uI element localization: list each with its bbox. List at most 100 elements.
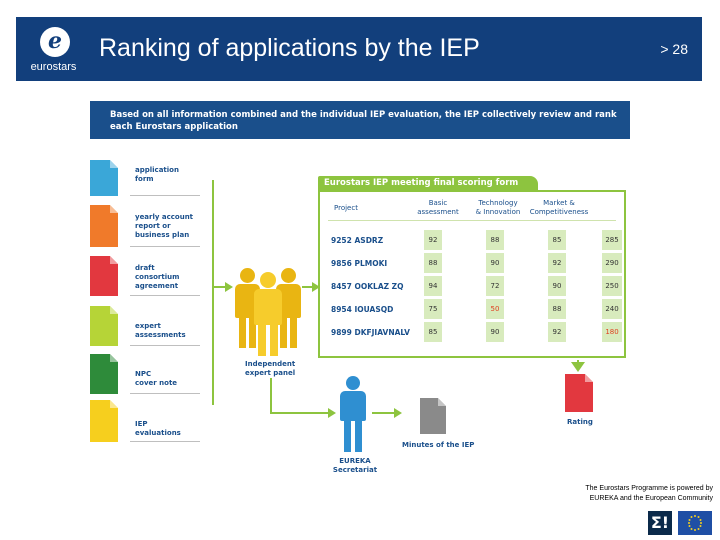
footer-line-1: The Eurostars Programme is powered by [585, 485, 713, 492]
arrow-right-icon [372, 408, 402, 418]
doc-label-2: cover note [135, 379, 178, 387]
expert-label-2: expert panel [245, 369, 296, 377]
divider [328, 220, 616, 221]
divider [130, 393, 200, 394]
doc-label-1: NPC [135, 370, 152, 378]
arrow-down-icon [571, 362, 585, 372]
eureka-logo: Σ! [648, 511, 672, 535]
score-basic: 88 [424, 253, 442, 273]
doc-label-2: evaluations [135, 429, 181, 437]
doc-label-1: draft [135, 264, 155, 272]
doc-label-2: form [135, 175, 154, 183]
score-tech: 88 [486, 230, 504, 250]
secretariat-label: EUREKA Secretariat [330, 457, 380, 475]
minutes-document-icon [420, 398, 446, 434]
score-market: 88 [548, 299, 566, 319]
doc-npc-cover-note: NPC cover note [90, 354, 200, 394]
secretariat-label-2: Secretariat [332, 466, 378, 474]
score-tech: 72 [486, 276, 504, 296]
logo-text: eurostars [30, 61, 77, 73]
doc-label-3: business plan [135, 231, 190, 239]
project-name: 9899 DKFJIAVNALV [331, 328, 410, 337]
score-total: 285 [602, 230, 622, 250]
table-row: 8457 OOKLAZ ZQ 94 72 90 250 [328, 276, 622, 298]
score-tech: 90 [486, 253, 504, 273]
secretariat-label-1: EUREKA [339, 457, 371, 465]
slide-title: Ranking of applications by the IEP [99, 34, 480, 62]
col-basic: Basic assessment [417, 199, 459, 216]
score-tech: 90 [486, 322, 504, 342]
doc-label-2: consortium [135, 273, 180, 281]
score-market: 92 [548, 253, 566, 273]
document-icon [90, 306, 118, 346]
score-market: 92 [548, 322, 566, 342]
doc-label-1: yearly account [135, 213, 194, 221]
arrow-right-icon [213, 282, 233, 292]
col-technology: Technology & Innovation [475, 199, 521, 216]
divider [130, 345, 200, 346]
expert-panel-icon [232, 268, 304, 356]
score-basic: 85 [424, 322, 442, 342]
document-icon [90, 354, 118, 394]
doc-consortium-agreement: draft consortium agreement [90, 256, 200, 296]
table-row: 9252 ASDRZ 92 88 85 285 [328, 230, 622, 252]
score-basic: 94 [424, 276, 442, 296]
score-total: 180 [602, 322, 622, 342]
scoring-form: Project Basic assessment Technology & Inno… [318, 190, 626, 358]
arrow-right-icon [302, 282, 320, 292]
col-project: Project [334, 204, 358, 212]
minutes-label: Minutes of the IEP [402, 441, 475, 449]
expert-label-1: Independent [245, 360, 296, 368]
doc-label-1: expert [135, 322, 161, 330]
scoring-form-title: Eurostars IEP meeting final scoring form [318, 176, 538, 190]
eurostars-logo: e eurostars [16, 17, 91, 81]
score-market: 90 [548, 276, 566, 296]
score-basic: 92 [424, 230, 442, 250]
intro-line-2: each Eurostars application [110, 122, 238, 132]
project-name: 9252 ASDRZ [331, 236, 384, 245]
divider [130, 195, 200, 196]
eurostars-e-icon: e [40, 27, 70, 57]
doc-yearly-account: yearly account report or business plan [90, 205, 200, 247]
page-number: > 28 [660, 41, 688, 57]
table-row: 9856 PLMOKI 88 90 92 290 [328, 253, 622, 275]
doc-application-form: application form [90, 160, 200, 196]
divider [130, 246, 200, 247]
document-icon [90, 256, 118, 296]
connector-line [212, 180, 214, 405]
project-name: 8954 IOUASQD [331, 305, 394, 314]
intro-banner: Based on all information combined and th… [90, 101, 630, 139]
doc-label-3: agreement [135, 282, 179, 290]
rating-label: Rating [567, 418, 593, 426]
doc-iep-evaluations: IEP evaluations [90, 400, 200, 442]
project-name: 8457 OOKLAZ ZQ [331, 282, 404, 291]
doc-expert-assessments: expert assessments [90, 306, 200, 346]
doc-label-1: application [135, 166, 179, 174]
document-icon [90, 400, 118, 442]
rating-document-icon [565, 374, 593, 412]
document-icon [90, 205, 118, 247]
secretariat-person-icon [336, 376, 370, 452]
score-basic: 75 [424, 299, 442, 319]
footer-text: The Eurostars Programme is powered by EU… [558, 484, 713, 504]
table-row: 8954 IOUASQD 75 50 88 240 [328, 299, 622, 321]
intro-line-1: Based on all information combined and th… [110, 110, 617, 120]
slide-header: e eurostars Ranking of applications by t… [16, 17, 702, 81]
col-market: Market & Competitiveness [529, 199, 589, 216]
doc-label-2: assessments [135, 331, 186, 339]
score-total: 290 [602, 253, 622, 273]
eu-flag-icon [678, 511, 712, 535]
divider [130, 441, 200, 442]
expert-panel-label: Independent expert panel [245, 360, 295, 378]
connector-line [270, 378, 272, 414]
score-total: 240 [602, 299, 622, 319]
divider [130, 295, 200, 296]
arrow-right-icon [270, 408, 336, 418]
score-tech: 50 [486, 299, 504, 319]
document-icon [90, 160, 118, 196]
table-row: 9899 DKFJIAVNALV 85 90 92 180 [328, 322, 622, 344]
project-name: 9856 PLMOKI [331, 259, 388, 268]
doc-label-2: report or [135, 222, 171, 230]
footer-line-2: EUREKA and the European Community [589, 495, 713, 502]
score-total: 250 [602, 276, 622, 296]
